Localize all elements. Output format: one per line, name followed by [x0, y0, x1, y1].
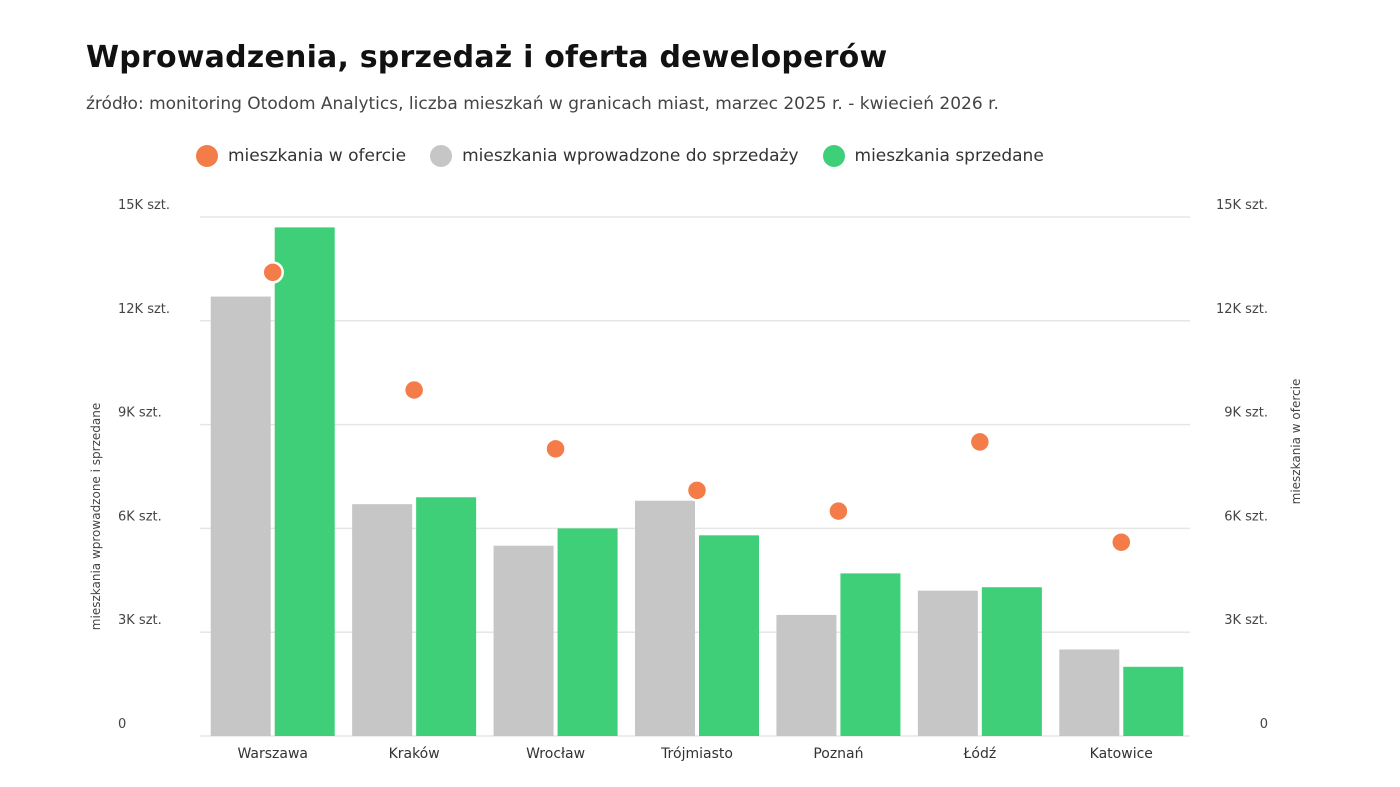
legend-label-offer: mieszkania w ofercie — [228, 146, 407, 166]
bar-introduced — [1059, 649, 1120, 736]
y-tick-label-right: 6K szt. — [1224, 509, 1268, 524]
y-tick-label-left: 15K szt. — [118, 198, 170, 213]
y-tick-label-left: 9K szt. — [118, 406, 162, 421]
y-tick-label-left: 0 — [118, 717, 126, 732]
bar-sold — [981, 587, 1042, 736]
bar-sold — [274, 227, 335, 736]
bar-introduced — [352, 504, 413, 736]
y-tick-label-right: 9K szt. — [1224, 406, 1268, 421]
legend-item-sold[interactable]: mieszkania sprzedane — [822, 145, 1044, 167]
legend-item-introduced[interactable]: mieszkania wprowadzone do sprzedaży — [430, 145, 799, 167]
legend-label-sold: mieszkania sprzedane — [854, 146, 1044, 166]
y-tick-label-right: 15K szt. — [1216, 198, 1268, 213]
x-tick-label: Katowice — [1090, 746, 1153, 762]
x-tick-label: Poznań — [813, 746, 863, 762]
legend-item-offer[interactable]: mieszkania w ofercie — [196, 145, 406, 167]
x-tick-label: Łódź — [963, 746, 997, 762]
y-tick-label-left: 3K szt. — [118, 613, 162, 628]
offer-dot — [544, 437, 567, 461]
legend-label-introduced: mieszkania wprowadzone do sprzedaży — [462, 146, 799, 166]
offer-dot — [1110, 530, 1133, 554]
offer-dot — [968, 430, 992, 454]
gray-dot-icon — [430, 145, 453, 167]
y-tick-label-right: 12K szt. — [1216, 302, 1268, 317]
x-tick-label: Wrocław — [526, 746, 585, 762]
chart-subtitle: źródło: monitoring Otodom Analytics, lic… — [86, 94, 999, 114]
x-tick-label: Warszawa — [237, 746, 308, 762]
bar-sold — [699, 535, 759, 736]
x-tick-label: Kraków — [389, 746, 440, 762]
y-tick-label-left: 12K szt. — [118, 302, 170, 317]
bar-introduced — [635, 500, 695, 736]
bar-introduced — [493, 545, 554, 736]
bar-sold — [416, 497, 477, 736]
bar-sold — [1123, 666, 1184, 736]
offer-dot — [402, 378, 426, 402]
y-axis-title-right: mieszkania w ofercie — [1289, 379, 1303, 505]
green-dot-icon — [822, 145, 845, 167]
bar-sold — [557, 528, 618, 736]
offer-dot — [827, 499, 850, 523]
offer-dot — [685, 479, 709, 502]
x-tick-label: Trójmiasto — [660, 746, 733, 762]
bar-introduced — [210, 296, 271, 736]
y-tick-label-right: 0 — [1260, 717, 1268, 732]
orange-dot-icon — [196, 145, 218, 167]
y-axis-title-left: mieszkania wprowadzone i sprzedane — [89, 403, 103, 630]
legend: mieszkania w ofercie mieszkania wprowadz… — [196, 145, 1068, 167]
y-tick-label-right: 3K szt. — [1224, 613, 1268, 628]
bar-introduced — [917, 590, 978, 736]
bar-introduced — [776, 614, 837, 736]
bar-sold — [840, 573, 901, 736]
chart-title: Wprowadzenia, sprzedaż i oferta dewelope… — [86, 40, 888, 75]
offer-dot — [261, 261, 284, 284]
y-tick-label-left: 6K szt. — [118, 509, 162, 524]
